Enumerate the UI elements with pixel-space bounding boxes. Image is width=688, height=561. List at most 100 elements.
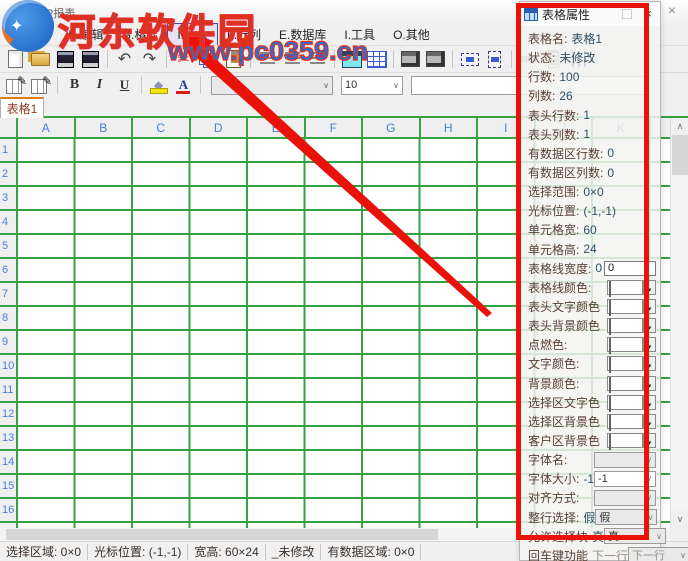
cut-icon[interactable]: ✂ [177,51,190,68]
chevron-down-icon: ∨ [646,455,652,465]
menu-tools[interactable]: I.工具 [344,28,376,42]
toolbar-icon[interactable] [138,75,145,95]
row-header[interactable]: 3 [0,187,16,211]
split-cells-icon[interactable] [483,49,506,70]
vertical-scrollbar[interactable]: ∧ ∨ [670,118,688,528]
color-swatch[interactable] [607,279,643,297]
toolbar-icon[interactable] [197,75,204,95]
edit-table-icon[interactable] [4,74,27,96]
table-grid-icon[interactable] [365,49,388,70]
column-header[interactable]: G [363,118,421,137]
maximize-icon[interactable] [622,9,632,19]
fill-color-icon[interactable] [147,75,170,96]
redo-icon[interactable]: ↷ [142,51,157,68]
color-swatch[interactable] [607,337,643,355]
toolbar-icon[interactable] [331,49,338,69]
color-swatch[interactable] [607,356,643,374]
toolbar-icon[interactable] [508,49,515,69]
column-header[interactable]: E [248,118,306,137]
row-header[interactable]: 9 [0,331,16,355]
color-swatch[interactable] [607,394,643,412]
status-selection-area: 选择区域: 0×0 [0,543,89,560]
toolbar-icon[interactable] [163,49,170,69]
column-header[interactable]: F [306,118,363,137]
toolbar-icon[interactable] [449,49,456,69]
row-header[interactable]: 2 [0,163,16,187]
row-header[interactable]: 12 [0,403,16,427]
row-header[interactable]: 8 [0,307,16,331]
font-color-icon[interactable]: A [172,75,195,96]
row-header[interactable]: 5 [0,235,16,259]
column-header[interactable]: B [76,118,133,137]
column-header[interactable]: D [191,118,248,137]
underline-icon[interactable]: U [119,77,130,92]
row-header[interactable]: 1 [0,139,16,163]
prop-sel-text-color: 选择区文字色 ▾ ∨ [520,393,660,412]
window-close-icon[interactable]: × [667,2,677,18]
row-header[interactable]: 14 [0,451,16,475]
property-select[interactable]: 假 ∨ [595,509,658,526]
horizontal-scrollbar[interactable] [0,528,670,541]
menu-rowcol[interactable]: L.行列 [227,28,262,42]
color-swatch[interactable] [607,433,643,451]
grid-corner-cell[interactable] [0,118,18,139]
toolbar-icon[interactable] [104,49,111,69]
save-as-icon[interactable] [79,49,102,70]
menu-file[interactable]: F.文件 [17,28,51,42]
column-header[interactable]: H [421,118,478,137]
align-left-icon[interactable] [256,49,279,70]
horizontal-scroll-thumb[interactable] [6,529,438,540]
new-doc-icon[interactable] [4,49,27,70]
copy-icon[interactable] [197,49,220,70]
row-header[interactable]: 13 [0,427,16,451]
scroll-down-icon[interactable]: ∨ [671,511,688,528]
menu-other[interactable]: O.其他 [393,28,430,42]
row-header[interactable]: 4 [0,211,16,235]
italic-icon[interactable]: I [96,77,103,92]
prop-highlight-color: 点燃色: ▾ ∨ [520,335,660,355]
bold-icon[interactable]: B [69,77,80,92]
undo-icon[interactable]: ↶ [117,51,132,68]
table-view-icon[interactable] [340,49,363,70]
save-icon[interactable] [54,49,77,70]
property-input[interactable]: 0 [604,260,656,276]
menu-edit[interactable]: B.编辑 [68,28,104,42]
row-header[interactable]: 7 [0,283,16,307]
font-size-select[interactable]: 10 ∨ [341,75,403,95]
column-header[interactable]: A [18,118,76,137]
align-center-icon[interactable] [281,49,304,70]
menu-insert[interactable]: I.插入 [167,23,219,46]
font-name-select[interactable]: ∨ [211,75,333,95]
menu-database[interactable]: E.数据库 [279,28,327,42]
toolbar-icon[interactable] [390,49,397,69]
row-header[interactable]: 10 [0,355,16,379]
property-select[interactable]: -1 ∨ [594,470,657,487]
row-header[interactable]: 16 [0,499,16,523]
row-header[interactable]: 11 [0,379,16,403]
edit-table-alt-icon[interactable] [29,74,52,96]
table-image-icon[interactable] [399,49,422,70]
property-select[interactable]: ∨ [594,451,656,468]
merge-cells-icon[interactable] [458,49,481,70]
toolbar-icon[interactable] [247,49,254,69]
row-header[interactable]: 15 [0,475,16,499]
sheet-tab-active[interactable]: 表格1 [0,97,44,118]
open-folder-icon[interactable] [29,49,52,70]
color-swatch[interactable] [607,375,643,393]
property-select[interactable]: ∨ [594,489,656,506]
table-image-copy-icon[interactable] [424,49,447,70]
vertical-scroll-thumb[interactable] [672,135,688,175]
menu-format[interactable]: G.格式 [121,28,159,42]
property-select[interactable]: 下一行 ∨ [628,547,688,561]
column-header[interactable]: C [133,118,191,137]
paste-icon[interactable] [222,49,245,70]
color-swatch[interactable] [607,299,643,317]
prop-cell-height: 单元格高: 24 24 ▾ 24∨ [528,242,597,257]
color-swatch[interactable] [607,318,643,336]
color-swatch[interactable] [607,413,643,431]
scroll-up-icon[interactable]: ∧ [671,118,688,135]
row-header[interactable]: 6 [0,259,16,283]
toolbar-icon[interactable] [54,75,61,95]
status-modified: _未修改 [266,543,322,560]
align-right-icon[interactable] [306,49,329,70]
